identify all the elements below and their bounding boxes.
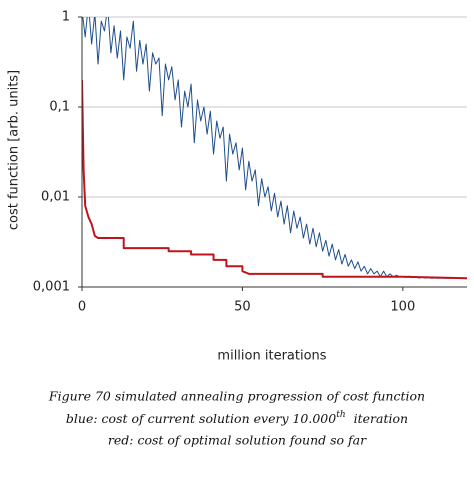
series-line <box>82 79 467 280</box>
caption-line: Figure 70 simulated annealing progressio… <box>48 389 425 404</box>
y-axis-title: cost function [arb. units] <box>7 70 22 230</box>
caption-sup: th <box>336 410 345 420</box>
x-tick-label: 100 <box>390 300 415 315</box>
x-tick-label: 50 <box>234 300 251 315</box>
caption-line: red: cost of optimal solution found so f… <box>108 433 367 448</box>
caption-text: iteration <box>354 411 408 426</box>
y-tick-label: 1 <box>62 10 70 25</box>
x-axis-title: million iterations <box>217 349 326 364</box>
series-line <box>82 17 467 279</box>
x-tick-label: 0 <box>78 300 86 315</box>
y-tick-label: 0,1 <box>49 100 70 115</box>
caption-text: blue: cost of current solution every 10.… <box>66 411 336 426</box>
y-tick-label: 0,001 <box>33 280 70 295</box>
caption-line: blue: cost of current solution every 10.… <box>66 410 408 426</box>
plot-area <box>82 17 467 280</box>
y-tick-label: 0,01 <box>41 190 70 205</box>
